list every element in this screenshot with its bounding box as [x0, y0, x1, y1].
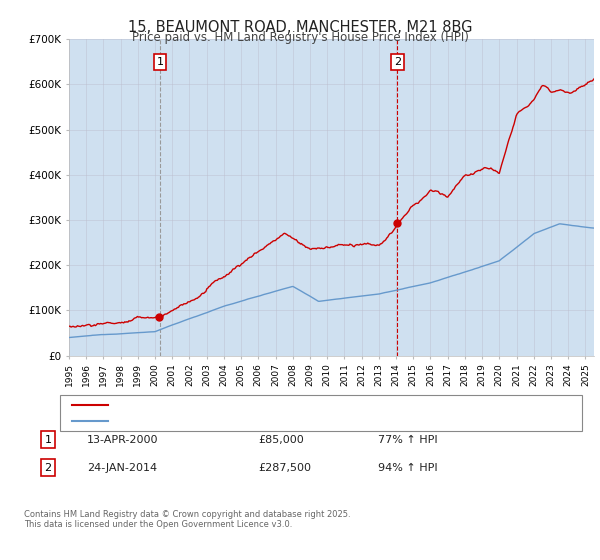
Text: 2: 2 — [394, 57, 401, 67]
Text: 2: 2 — [44, 463, 52, 473]
Text: 94% ↑ HPI: 94% ↑ HPI — [378, 463, 437, 473]
Text: 15, BEAUMONT ROAD, MANCHESTER, M21 8BG: 15, BEAUMONT ROAD, MANCHESTER, M21 8BG — [128, 20, 472, 35]
Text: Contains HM Land Registry data © Crown copyright and database right 2025.
This d: Contains HM Land Registry data © Crown c… — [24, 510, 350, 529]
Text: 77% ↑ HPI: 77% ↑ HPI — [378, 435, 437, 445]
Text: 24-JAN-2014: 24-JAN-2014 — [87, 463, 157, 473]
Text: Price paid vs. HM Land Registry's House Price Index (HPI): Price paid vs. HM Land Registry's House … — [131, 31, 469, 44]
Text: £85,000: £85,000 — [258, 435, 304, 445]
Text: HPI: Average price, semi-detached house, Manchester: HPI: Average price, semi-detached house,… — [117, 416, 382, 426]
Text: 15, BEAUMONT ROAD, MANCHESTER, M21 8BG (semi-detached house): 15, BEAUMONT ROAD, MANCHESTER, M21 8BG (… — [117, 400, 464, 410]
Text: 13-APR-2000: 13-APR-2000 — [87, 435, 158, 445]
Text: £287,500: £287,500 — [258, 463, 311, 473]
Text: 1: 1 — [44, 435, 52, 445]
Text: 1: 1 — [157, 57, 163, 67]
